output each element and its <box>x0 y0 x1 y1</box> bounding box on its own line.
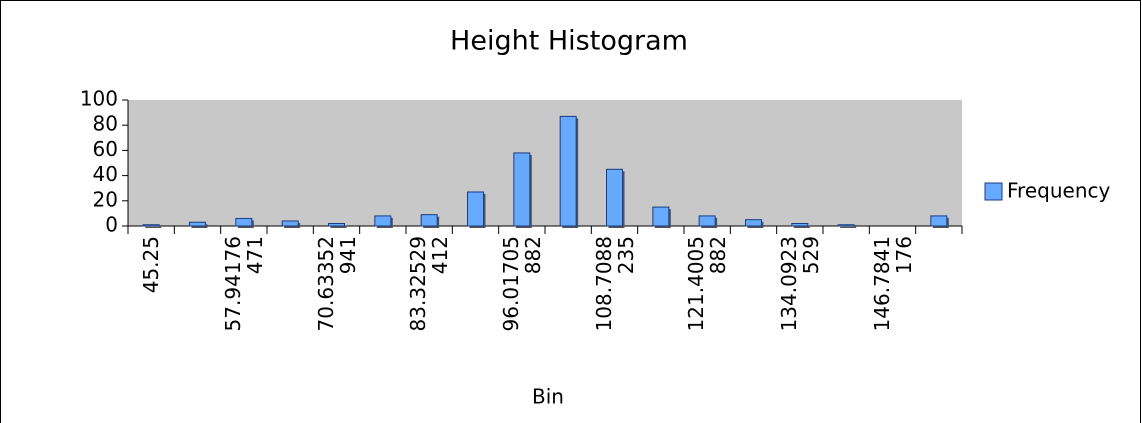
x-tick-label: 134.0923529 <box>776 236 823 332</box>
bar <box>235 217 253 227</box>
x-axis-title: Bin <box>532 385 564 409</box>
bar <box>328 222 345 227</box>
y-tick-label: 20 <box>93 187 118 211</box>
bar <box>791 222 809 227</box>
x-tick-label: 83.32529412 <box>406 236 453 332</box>
bar <box>606 168 623 227</box>
legend-label: Frequency <box>1007 179 1110 203</box>
x-tick-label: 146.7841176 <box>869 236 916 332</box>
bar <box>281 220 299 227</box>
bar <box>513 152 531 227</box>
bar-shadow <box>840 226 857 228</box>
bar-shadow <box>145 226 162 228</box>
y-tick-label: 60 <box>93 137 118 161</box>
y-tick-label: 80 <box>93 112 118 136</box>
y-tick-label: 0 <box>105 213 118 237</box>
bar-shadow <box>793 225 810 228</box>
x-tick-label: 45.25 <box>139 236 164 294</box>
plot-area <box>128 100 962 226</box>
bar <box>420 214 438 227</box>
bar-shadow <box>330 225 347 228</box>
bar <box>698 215 716 227</box>
x-tick-label: 96.01705882 <box>498 236 545 332</box>
bar <box>142 224 160 227</box>
bar <box>559 115 577 227</box>
x-tick-label: 121.4005882 <box>684 236 731 332</box>
bar <box>837 224 855 227</box>
chart-title: Height Histogram <box>450 26 688 57</box>
x-tick-label: 70.63352941 <box>313 236 360 332</box>
x-tick-label: 108.7088235 <box>591 236 638 332</box>
y-tick-label: 100 <box>80 87 118 111</box>
bar <box>930 215 948 227</box>
bar <box>745 219 762 227</box>
x-tick-label: 57.94176471 <box>220 236 267 332</box>
bar <box>467 191 484 227</box>
legend-swatch <box>984 182 1003 201</box>
bar <box>189 221 206 227</box>
bar <box>652 206 670 227</box>
bar <box>374 215 392 227</box>
y-tick-label: 40 <box>93 162 118 186</box>
